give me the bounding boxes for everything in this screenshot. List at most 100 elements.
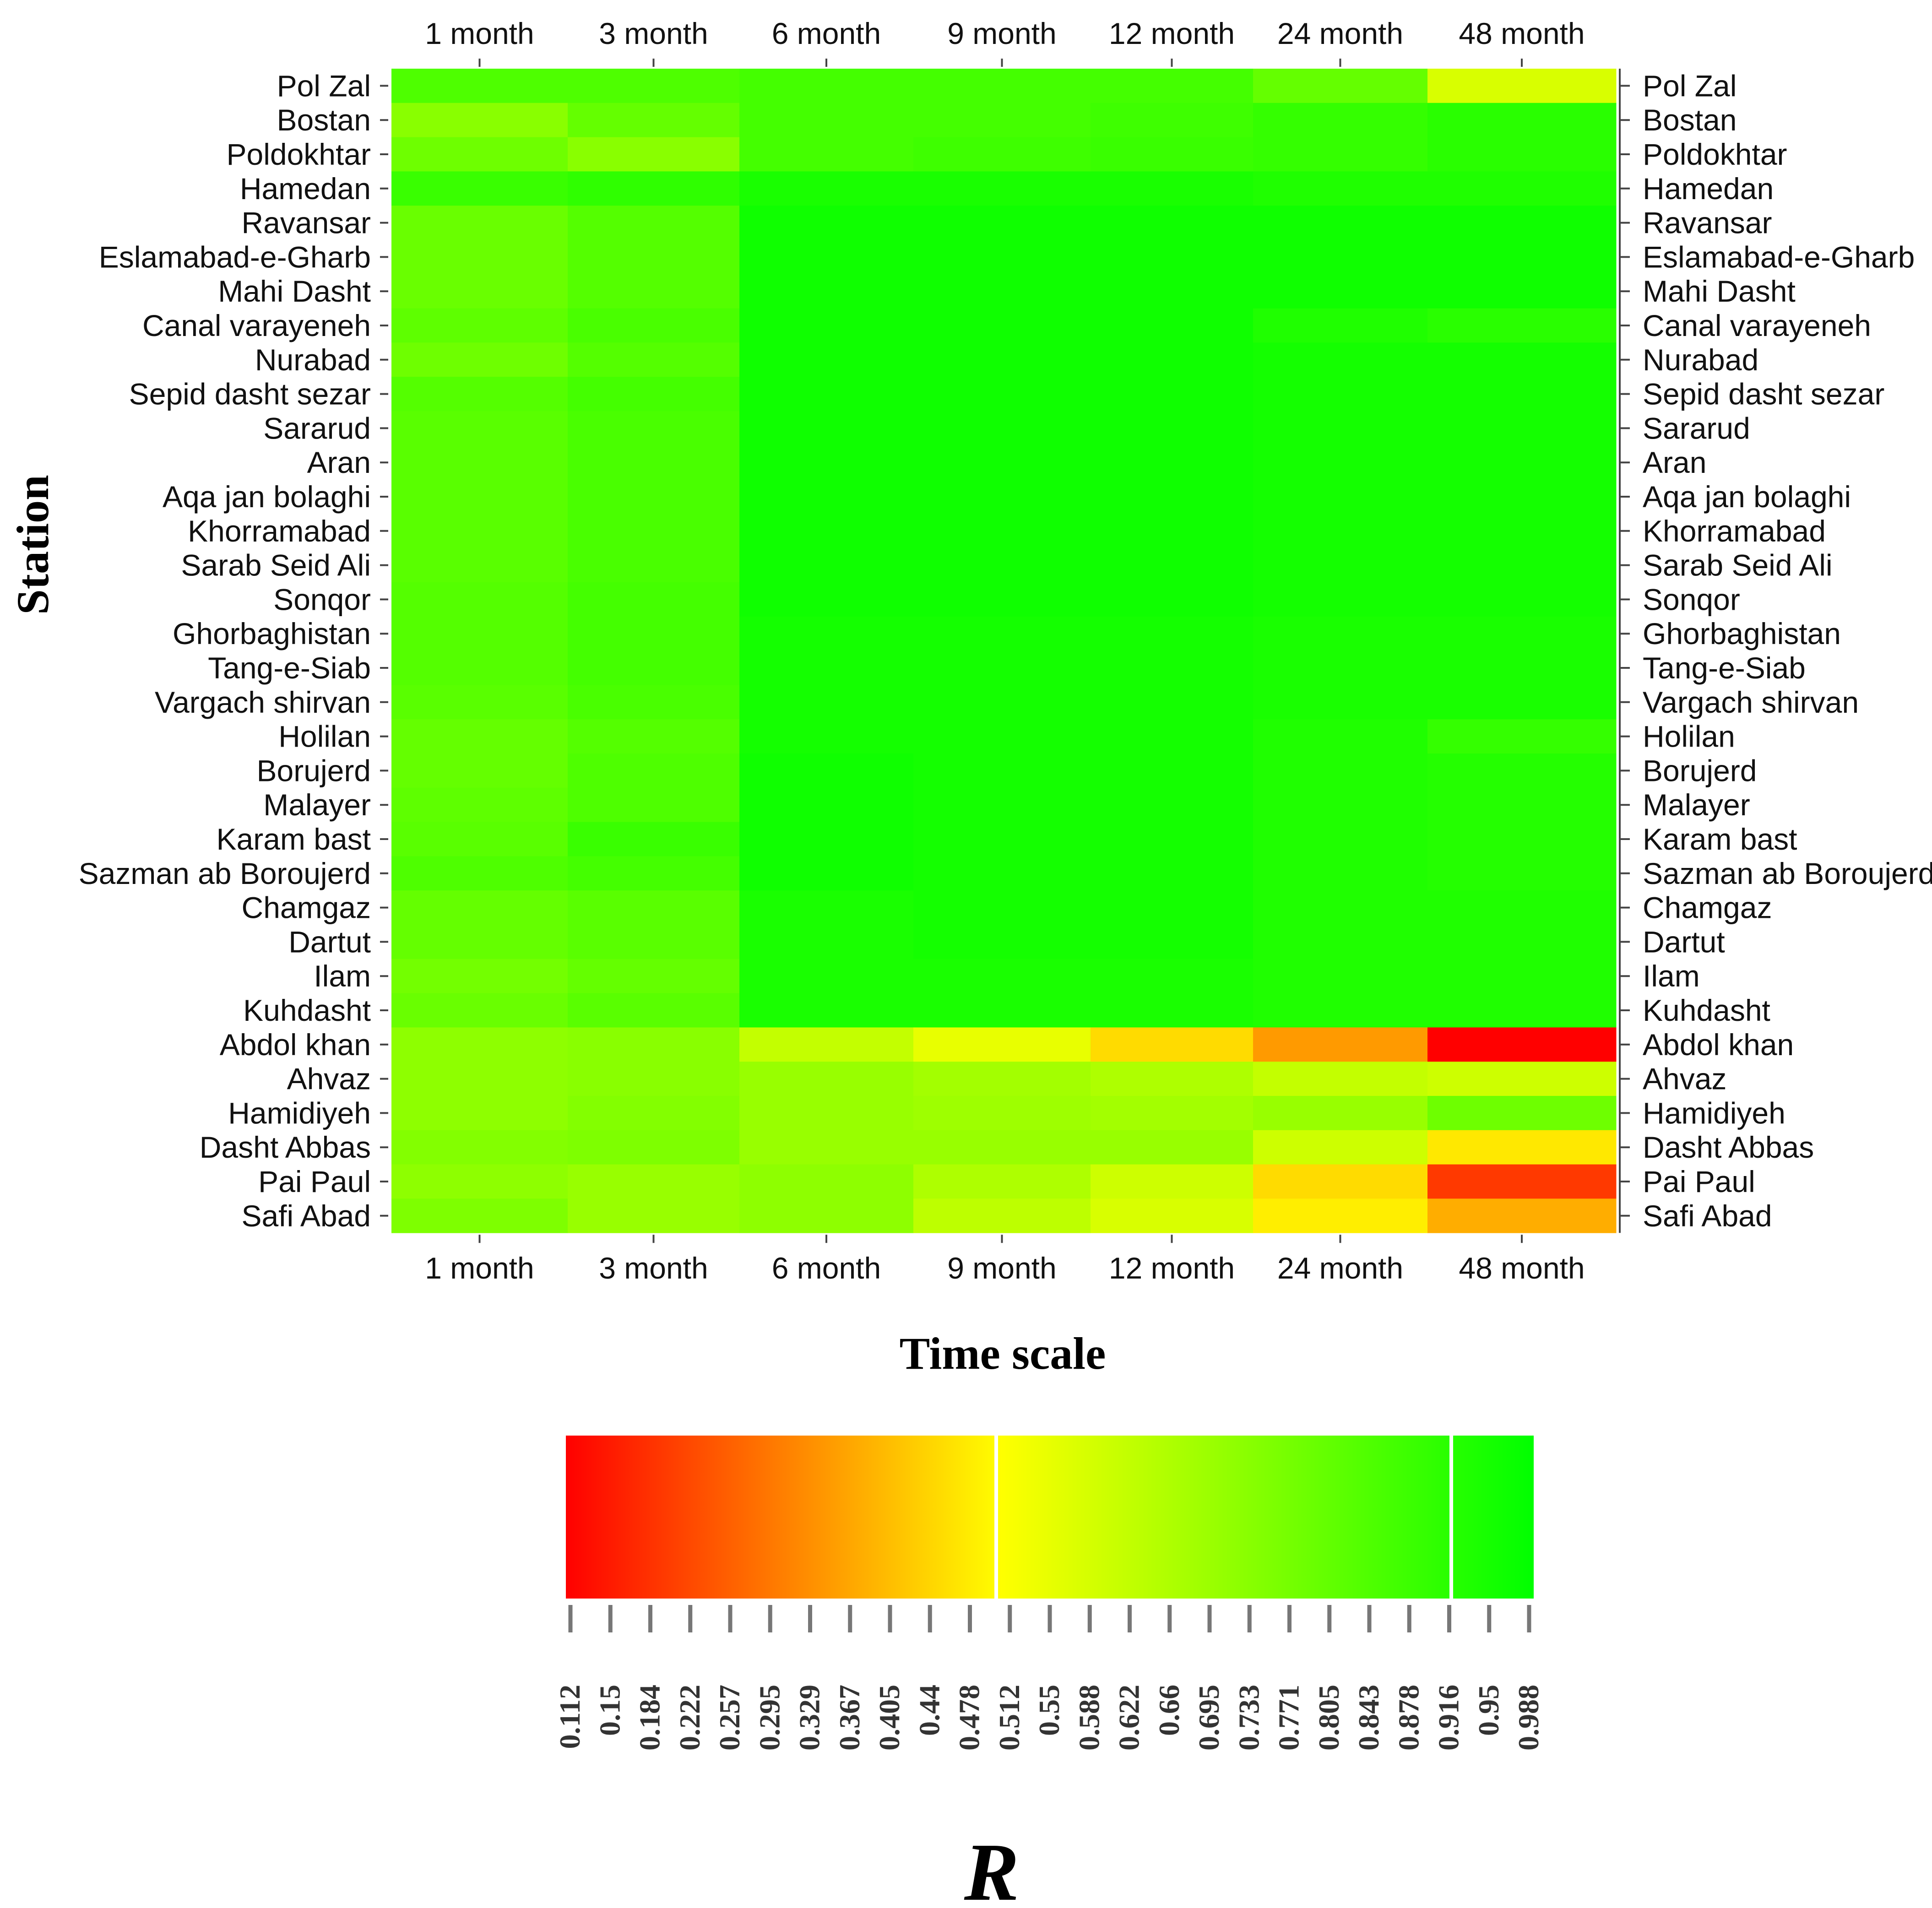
heatmap-cell [739,137,914,172]
row-label-left: Sararud [263,411,371,445]
heatmap-cell [568,377,740,412]
heatmap-cell [568,308,740,343]
heatmap-cell [1253,650,1428,685]
heatmap-cell [1091,822,1254,856]
heatmap-cell [1091,206,1254,240]
heatmap-cell [1253,925,1428,959]
heatmap-cell [1427,890,1617,925]
row-label-left: Borujerd [257,753,371,787]
colorbar-tick-label: 0.367 [833,1685,866,1751]
heatmap-cell [1091,69,1254,103]
row-label-right: Ravansar [1643,206,1772,240]
row-label-right: Pai Paul [1643,1165,1755,1198]
column-labels-top: 1 month 3 month 6 month 9 month 12 month 24 m… [425,16,1585,67]
heatmap-cell [1427,548,1617,583]
heatmap-cell [739,548,914,583]
heatmap-cell [739,719,914,754]
heatmap-cell [1253,514,1428,548]
heatmap-cell [913,103,1091,138]
row-label-left: Holilan [278,720,371,753]
heatmap-cell [739,1062,914,1096]
heatmap-cell [391,822,568,856]
heatmap-cell [1091,445,1254,480]
heatmap-cell [1091,171,1254,206]
heatmap-cell [913,582,1091,617]
heatmap-cell [1091,308,1254,343]
heatmap-cell [568,206,740,240]
heatmap-cell [913,1027,1091,1062]
heatmap-cell [913,993,1091,1028]
colorbar-tick-label: 0.44 [913,1685,945,1736]
column-label-bottom: 6 month [772,1251,881,1285]
heatmap-cell [913,856,1091,891]
column-label-top: 9 month [947,16,1056,50]
heatmap-cell [739,1164,914,1199]
heatmap-cell [568,1164,740,1199]
heatmap-cell [1253,1164,1428,1199]
heatmap-cell [568,993,740,1028]
row-label-left: Aran [307,445,371,479]
heatmap-cell [1427,616,1617,651]
heatmap-cell [568,445,740,480]
heatmap-cell [391,650,568,685]
colorbar-tick-label: 0.405 [873,1685,906,1751]
row-label-left: Mahi Dasht [218,274,371,308]
row-label-left: Malayer [263,788,371,822]
row-label-right: Sararud [1643,411,1750,445]
colorbar-tick-label: 0.55 [1033,1685,1065,1736]
row-label-left: Sonqor [273,582,371,616]
heatmap-cell [1253,822,1428,856]
heatmap-cell [1091,479,1254,514]
column-label-bottom: 3 month [599,1251,708,1285]
heatmap-cell [391,240,568,275]
heatmap-cell [739,650,914,685]
heatmap-cell [1427,479,1617,514]
heatmap-cell [739,822,914,856]
heatmap-cell [391,925,568,959]
column-label-bottom: 24 month [1277,1251,1403,1285]
colorbar [566,1436,1534,1599]
heatmap-cell [1091,1198,1254,1233]
heatmap-cell [568,1198,740,1233]
heatmap-cells [391,69,1617,1233]
heatmap-cell [1427,1164,1617,1199]
row-label-right: Hamidiyeh [1643,1096,1785,1130]
heatmap-cell [391,890,568,925]
heatmap-cell [1091,240,1254,275]
heatmap-cell [1091,719,1254,754]
row-label-left: Abdol khan [220,1028,371,1062]
row-label-right: Eslamabad-e-Gharb [1643,240,1915,274]
heatmap-cell [1091,274,1254,309]
heatmap-cell [913,753,1091,788]
heatmap-cell [739,342,914,377]
heatmap-cell [391,1164,568,1199]
heatmap-cell [568,719,740,754]
heatmap-cell [913,685,1091,720]
heatmap-cell [1253,787,1428,823]
heatmap-cell [739,514,914,548]
heatmap-cell [568,822,740,856]
heatmap-cell [1091,856,1254,891]
heatmap-cell [391,103,568,138]
heatmap-cell [1091,548,1254,583]
heatmap-cell [568,582,740,617]
row-label-left: Vargach shirvan [155,685,371,719]
heatmap-cell [913,719,1091,754]
heatmap-cell [1427,69,1617,103]
heatmap-cell [1091,137,1254,172]
heatmap-cell [568,548,740,583]
heatmap-cell [739,377,914,412]
heatmap-cell [1091,103,1254,138]
heatmap-cell [1427,856,1617,891]
heatmap-cell [568,274,740,309]
heatmap-cell [568,411,740,446]
heatmap-cell [913,890,1091,925]
row-label-left: Pai Paul [258,1165,371,1198]
heatmap-cell [1427,514,1617,548]
heatmap-cell [1427,787,1617,823]
row-label-right: Dasht Abbas [1643,1130,1814,1164]
heatmap-cell [568,1130,740,1165]
heatmap-cell [391,308,568,343]
heatmap-cell [568,514,740,548]
colorbar-tick-label: 0.988 [1512,1685,1545,1751]
